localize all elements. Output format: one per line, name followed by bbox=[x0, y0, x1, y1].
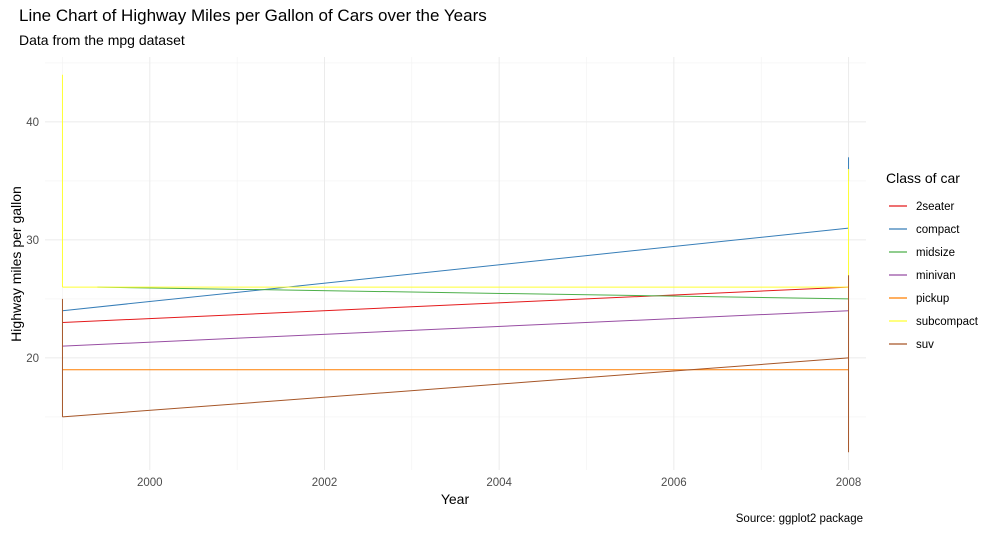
legend-item-compact: compact bbox=[889, 224, 960, 236]
chart-title: Line Chart of Highway Miles per Gallon o… bbox=[19, 6, 487, 25]
series-lines bbox=[61, 74, 850, 453]
series-line-compact bbox=[62, 227, 849, 312]
minor-gridlines bbox=[45, 57, 866, 470]
legend-item-subcompact: subcompact bbox=[889, 316, 979, 328]
legend-item-pickup: pickup bbox=[889, 293, 949, 305]
legend-item-midsize: midsize bbox=[889, 247, 955, 259]
series-line-2seater bbox=[62, 286, 849, 323]
x-axis-ticks: 2000 2002 2004 2006 2008 bbox=[137, 477, 861, 489]
legend-label-minivan: minivan bbox=[916, 270, 956, 282]
y-axis-title: Highway miles per gallon bbox=[8, 186, 24, 342]
legend-label-pickup: pickup bbox=[916, 293, 949, 305]
legend-title: Class of car bbox=[886, 170, 960, 186]
series-line-suv bbox=[62, 357, 849, 418]
legend-label-subcompact: subcompact bbox=[916, 316, 979, 328]
x-tick-label: 2006 bbox=[661, 477, 687, 489]
x-tick-label: 2004 bbox=[486, 477, 512, 489]
x-tick-label: 2008 bbox=[836, 477, 862, 489]
legend-label-2seater: 2seater bbox=[916, 201, 955, 213]
legend-label-midsize: midsize bbox=[916, 247, 955, 259]
chart-caption: Source: ggplot2 package bbox=[735, 513, 863, 525]
x-axis-title: Year bbox=[441, 491, 470, 507]
major-gridlines bbox=[45, 57, 866, 470]
y-tick-label: 30 bbox=[26, 235, 39, 247]
y-tick-label: 40 bbox=[26, 117, 39, 129]
chart-subtitle: Data from the mpg dataset bbox=[19, 32, 185, 48]
x-tick-label: 2002 bbox=[312, 477, 338, 489]
legend-label-suv: suv bbox=[916, 339, 934, 351]
legend: Class of car 2seater compact midsize miniva… bbox=[886, 170, 979, 351]
legend-item-minivan: minivan bbox=[889, 270, 956, 282]
series-line-minivan bbox=[62, 310, 849, 347]
x-tick-label: 2000 bbox=[137, 477, 163, 489]
legend-item-suv: suv bbox=[889, 339, 934, 351]
legend-item-2seater: 2seater bbox=[889, 201, 955, 213]
y-tick-label: 20 bbox=[26, 353, 39, 365]
legend-label-compact: compact bbox=[916, 224, 960, 236]
series-line-midsize bbox=[97, 286, 849, 300]
y-axis-ticks: 20 30 40 bbox=[26, 117, 39, 365]
